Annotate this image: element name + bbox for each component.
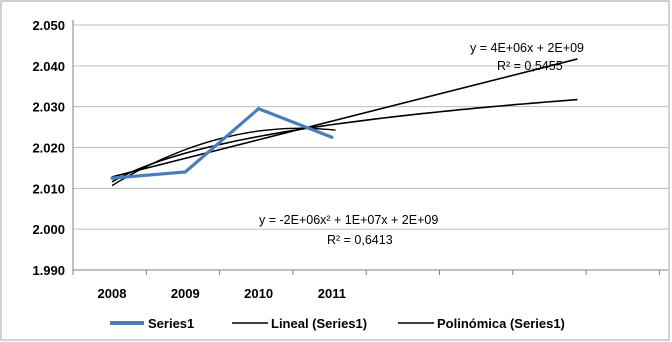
trendline-linear (111, 58, 578, 178)
series1-point (183, 170, 187, 174)
linear-equation: y = 4E+06x + 2E+09 (470, 41, 584, 55)
trendline-equations: y = 4E+06x + 2E+09 R² = 0,5455 y = -2E+0… (259, 41, 584, 247)
series1-point (330, 135, 334, 139)
y-tick-label: 2.040 (32, 59, 65, 74)
legend: Series1 Lineal (Series1) Polinómica (Ser… (110, 316, 565, 331)
x-tick-label: 2010 (244, 286, 273, 301)
legend-label-linear: Lineal (Series1) (271, 316, 367, 331)
y-tick-label: 2.010 (32, 181, 65, 196)
y-tick-label: 2.030 (32, 100, 65, 115)
x-tick-label: 2009 (171, 286, 200, 301)
legend-label-series1: Series1 (148, 316, 194, 331)
trendline-polynomial (111, 98, 578, 183)
x-tick-label: 2011 (318, 286, 346, 301)
y-tick-label: 2.050 (32, 18, 65, 33)
plot-area: 2.050 2.040 2.030 2.020 2.010 2.000 1.990 2008 2… (32, 18, 668, 301)
polynomial-equation: y = -2E+06x² + 1E+07x + 2E+09 (259, 213, 438, 227)
polynomial-r2: R² = 0,6413 (327, 233, 393, 247)
legend-label-polynomial: Polinómica (Series1) (437, 316, 565, 331)
series1-point (110, 176, 114, 180)
y-tick-label: 2.000 (32, 222, 65, 237)
y-tick-label: 2.020 (32, 141, 65, 156)
y-tick-label: 1.990 (32, 263, 65, 278)
linear-r2: R² = 0,5455 (497, 59, 563, 73)
series1-point (257, 107, 261, 111)
x-tick-label: 2008 (98, 286, 127, 301)
series1-line (111, 106, 333, 180)
